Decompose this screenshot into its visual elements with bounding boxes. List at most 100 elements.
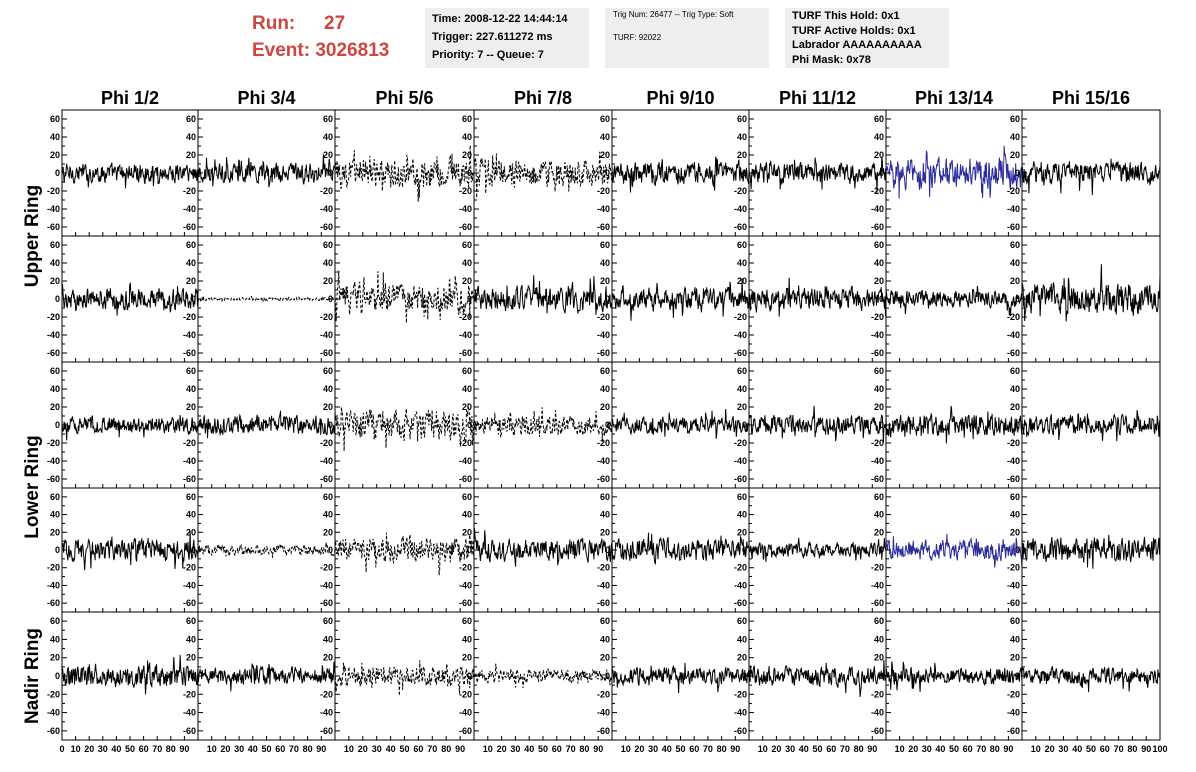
x-tick-label: 20 (908, 744, 918, 754)
x-tick-label: 90 (1003, 744, 1013, 754)
y-tick-label: 20 (1010, 402, 1020, 412)
x-tick-label: 0 (59, 744, 64, 754)
y-tick-label: 0 (1015, 168, 1020, 178)
y-tick-label: -20 (597, 438, 610, 448)
y-tick-label: -20 (871, 438, 884, 448)
y-tick-label: 0 (467, 168, 472, 178)
y-tick-label: -60 (320, 474, 333, 484)
y-tick-label: -20 (320, 186, 333, 196)
y-tick-label: 0 (605, 294, 610, 304)
y-tick-label: 40 (737, 132, 747, 142)
y-tick-label: -20 (459, 563, 472, 573)
x-tick-label: 50 (675, 744, 685, 754)
y-tick-label: 60 (50, 616, 60, 626)
y-tick-label: -40 (320, 204, 333, 214)
x-tick-label: 40 (386, 744, 396, 754)
y-tick-label: 40 (600, 258, 610, 268)
y-tick-label: 40 (462, 510, 472, 520)
x-tick-label: 10 (758, 744, 768, 754)
y-tick-label: 40 (186, 634, 196, 644)
y-tick-label: 0 (879, 420, 884, 430)
y-tick-label: 0 (879, 294, 884, 304)
y-tick-label: 20 (1010, 653, 1020, 663)
waveform-trace (61, 414, 199, 441)
y-tick-label: -60 (459, 348, 472, 358)
y-tick-label: -40 (459, 456, 472, 466)
y-tick-label: 0 (1015, 294, 1020, 304)
y-tick-label: -40 (47, 580, 60, 590)
waveform-trace (611, 278, 750, 321)
x-tick-label: 80 (579, 744, 589, 754)
y-tick-label: 40 (600, 510, 610, 520)
y-tick-label: 40 (50, 384, 60, 394)
y-tick-label: -60 (183, 222, 196, 232)
y-tick-label: 60 (323, 492, 333, 502)
waveform-trace (197, 542, 336, 558)
column-header: Phi 3/4 (237, 88, 295, 108)
y-tick-label: -20 (1007, 689, 1020, 699)
y-tick-label: -20 (597, 563, 610, 573)
x-tick-label: 30 (372, 744, 382, 754)
y-tick-label: 60 (874, 492, 884, 502)
x-tick-label: 50 (125, 744, 135, 754)
y-tick-label: -60 (871, 222, 884, 232)
y-tick-label: 60 (1010, 240, 1020, 250)
y-tick-label: -60 (320, 348, 333, 358)
x-tick-label: 90 (730, 744, 740, 754)
turf-info-box: TURF This Hold: 0x1 TURF Active Holds: 0… (785, 8, 949, 68)
y-tick-label: -40 (320, 456, 333, 466)
y-tick-label: 60 (600, 114, 610, 124)
x-tick-label: 70 (566, 744, 576, 754)
y-tick-label: 0 (1015, 420, 1020, 430)
y-tick-label: -40 (734, 204, 747, 214)
waveform-trace (61, 654, 199, 695)
waveform-trace (197, 410, 336, 439)
y-tick-label: 40 (50, 634, 60, 644)
y-tick-label: 0 (742, 671, 747, 681)
y-tick-label: 40 (1010, 510, 1020, 520)
waveform-trace (1021, 666, 1161, 693)
y-tick-label: 0 (879, 168, 884, 178)
x-tick-label: 40 (935, 744, 945, 754)
y-tick-label: 60 (323, 240, 333, 250)
y-tick-label: -20 (597, 186, 610, 196)
waveform-trace (197, 295, 336, 303)
y-tick-label: -60 (597, 598, 610, 608)
waveform-trace (611, 532, 750, 565)
y-tick-label: 40 (874, 258, 884, 268)
y-tick-label: 20 (874, 276, 884, 286)
turf-hold-line: TURF This Hold: 0x1 (792, 10, 900, 22)
y-tick-label: 0 (742, 294, 747, 304)
y-tick-label: -40 (1007, 456, 1020, 466)
y-tick-label: 20 (462, 653, 472, 663)
ring-label: Upper Ring (22, 185, 43, 287)
y-tick-label: 20 (462, 527, 472, 537)
y-tick-label: -60 (871, 474, 884, 484)
waveform-trace (61, 281, 199, 316)
y-tick-label: 40 (600, 384, 610, 394)
y-tick-label: -20 (183, 563, 196, 573)
x-tick-label: 30 (1058, 744, 1068, 754)
y-tick-label: 0 (605, 545, 610, 555)
y-tick-label: 60 (323, 114, 333, 124)
y-tick-label: -20 (320, 563, 333, 573)
y-tick-label: 60 (186, 114, 196, 124)
turf-active-line: TURF Active Holds: 0x1 (792, 24, 916, 37)
y-tick-label: -60 (1007, 348, 1020, 358)
trig-num-line: Trig Num: 26477 -- Trig Type: Soft (613, 10, 734, 19)
x-tick-label: 70 (703, 744, 713, 754)
x-tick-label: 70 (976, 744, 986, 754)
y-tick-label: -20 (459, 438, 472, 448)
y-tick-label: -40 (1007, 708, 1020, 718)
y-tick-label: -40 (871, 580, 884, 590)
x-tick-label: 60 (552, 744, 562, 754)
y-tick-label: -40 (871, 708, 884, 718)
y-tick-label: 60 (186, 240, 196, 250)
y-tick-label: 40 (50, 132, 60, 142)
y-tick-label: 60 (323, 616, 333, 626)
waveform-trace (197, 661, 336, 692)
waveform-trace (885, 145, 1023, 199)
y-tick-label: -60 (734, 474, 747, 484)
y-tick-label: 20 (1010, 527, 1020, 537)
y-tick-label: -60 (1007, 726, 1020, 736)
